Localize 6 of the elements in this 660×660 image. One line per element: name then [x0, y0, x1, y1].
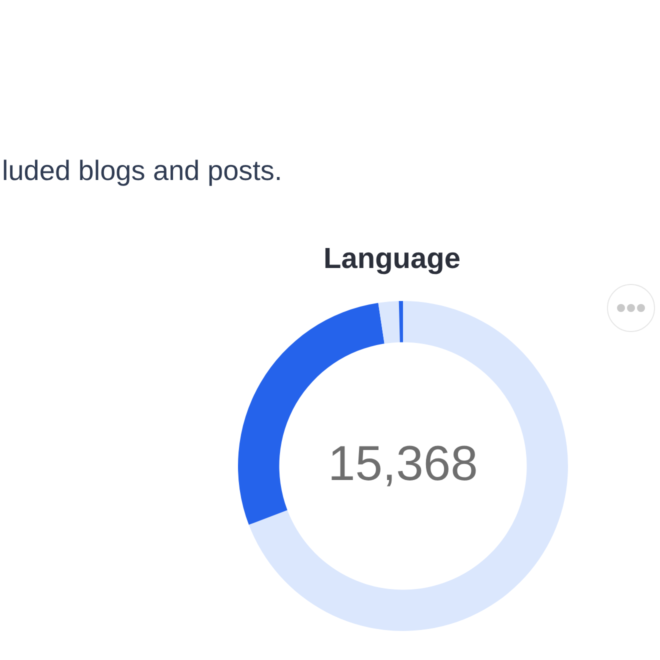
donut-slice	[378, 301, 400, 344]
text: luded blogs and posts.	[2, 155, 282, 186]
chart-title: Language	[324, 243, 460, 276]
text: 15,368	[328, 437, 478, 491]
donut-slice	[248, 301, 568, 631]
donut-slice	[398, 301, 403, 342]
